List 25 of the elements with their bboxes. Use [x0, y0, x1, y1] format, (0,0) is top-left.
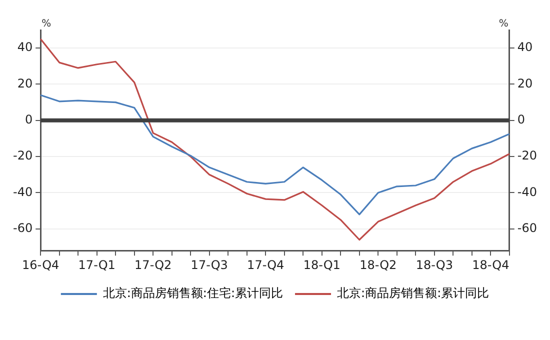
- x-tick-label: 18-Q4: [472, 258, 510, 272]
- y-axis-title: %: [42, 18, 52, 30]
- y-tick-label: -60: [12, 221, 33, 236]
- x-tick-label: 17-Q2: [134, 258, 172, 272]
- x-tick-label: 18-Q3: [416, 258, 453, 272]
- y2-tick-label: 20: [517, 76, 533, 90]
- legend-label: 北京:商品房销售额:累计同比: [337, 286, 490, 300]
- y-tick-label: -20: [12, 148, 33, 163]
- y-tick-label: 20: [17, 76, 33, 90]
- x-tick-label: 16-Q4: [22, 258, 60, 272]
- y-tick-label: 40: [17, 40, 33, 54]
- x-tick-label: 17-Q4: [247, 258, 284, 272]
- y-tick-label: -40: [12, 184, 33, 199]
- y2-axis-title: %: [498, 18, 508, 30]
- y2-tick-label: -40: [517, 184, 538, 199]
- y2-tick-label: 40: [517, 40, 533, 54]
- y2-tick-label: 0: [517, 112, 526, 127]
- y2-tick-label: -20: [517, 148, 538, 163]
- x-tick-label: 17-Q1: [78, 258, 116, 272]
- x-tick-label: 18-Q2: [360, 258, 397, 272]
- x-tick-label: 18-Q1: [303, 258, 340, 272]
- y2-tick-label: -60: [517, 221, 538, 236]
- legend-label: 北京:商品房销售额:住宅:累计同比: [102, 286, 284, 300]
- x-tick-label: 17-Q3: [190, 258, 228, 272]
- y-tick-label: 0: [24, 112, 33, 127]
